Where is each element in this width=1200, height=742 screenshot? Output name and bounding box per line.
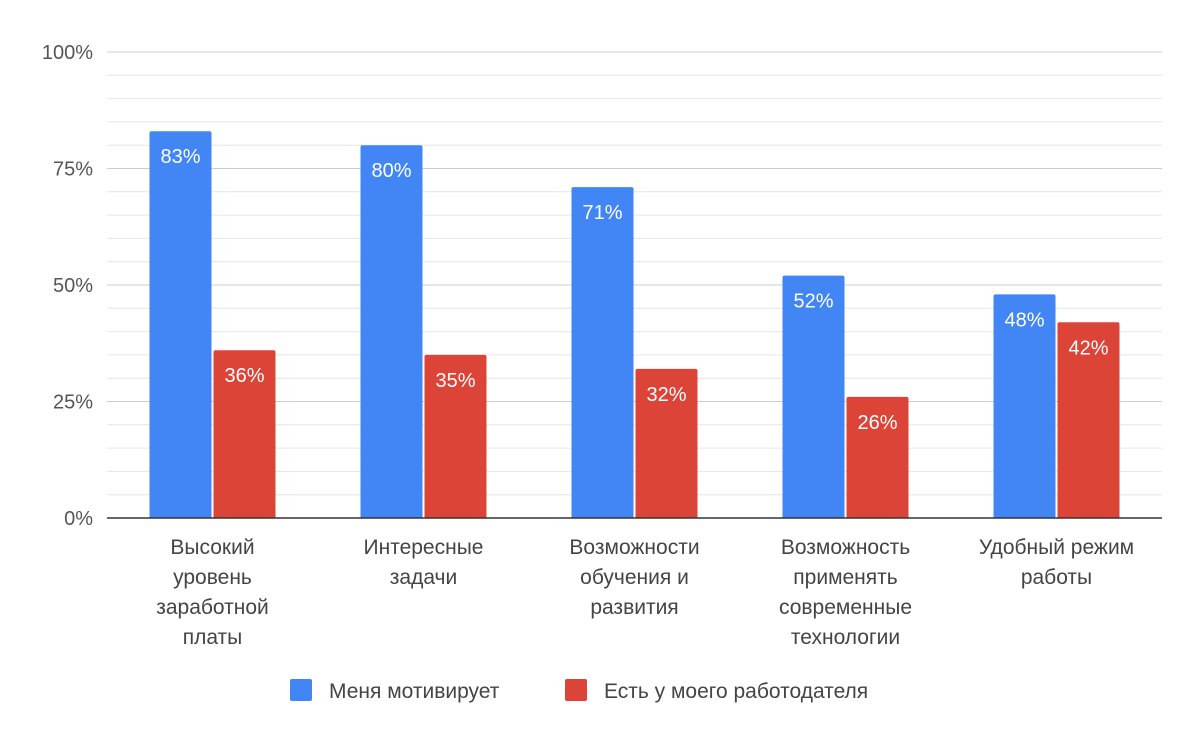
data-label: 26% [857, 412, 897, 434]
data-label: 71% [582, 202, 622, 224]
category-label: уровень [173, 566, 252, 589]
bar-employer-has [213, 350, 276, 518]
category-label: Возможность [781, 536, 910, 559]
legend: Меня мотивирует Есть у моего работодателя [290, 679, 868, 703]
data-label: 32% [646, 384, 686, 406]
category-label: Высокий [170, 536, 254, 559]
data-label: 48% [1004, 309, 1044, 331]
category-label: обучения и [580, 566, 689, 589]
legend-label: Есть у моего работодателя [604, 680, 868, 703]
gridlines [107, 51, 1162, 496]
bar-motivates [571, 187, 634, 518]
legend-label: Меня мотивирует [329, 680, 500, 703]
category-label: современные [779, 596, 912, 619]
data-label: 80% [371, 160, 411, 182]
bars: 83% 36% 80% 35% 71% 32% 52% 26% 48% 42% [149, 131, 1120, 518]
data-label: 36% [224, 365, 264, 387]
category-label: работы [1021, 566, 1092, 589]
y-tick-label: 50% [53, 275, 93, 297]
category-label: развития [590, 596, 678, 619]
category-label: заработной [156, 596, 269, 619]
bar-employer-has [635, 368, 698, 518]
category-label: задачи [390, 566, 457, 589]
bar-motivates [993, 294, 1056, 518]
bar-motivates [782, 275, 845, 518]
category-label: платы [183, 626, 243, 649]
data-label: 83% [160, 146, 200, 168]
category-label: технологии [791, 626, 900, 649]
category-label: Интересные [364, 536, 484, 559]
category-labels: Высокий уровень заработной платы Интересные з… [156, 536, 1134, 649]
bar-employer-has [1057, 322, 1120, 518]
category-label: применять [793, 566, 897, 589]
y-tick-label: 100% [42, 42, 93, 64]
legend-swatch [290, 679, 312, 701]
y-axis-ticks: 0% 25% 50% 75% 100% [42, 42, 93, 530]
bar-motivates [149, 131, 212, 518]
bar-motivates [360, 145, 423, 518]
data-label: 52% [793, 291, 833, 313]
bar-employer-has [424, 354, 487, 518]
y-tick-label: 75% [53, 159, 93, 181]
data-label: 42% [1068, 337, 1108, 359]
bar-employer-has [846, 396, 909, 518]
y-tick-label: 0% [64, 508, 93, 530]
category-label: Удобный режим [979, 536, 1134, 559]
legend-swatch [565, 679, 587, 701]
category-label: Возможности [569, 536, 699, 559]
y-tick-label: 25% [53, 392, 93, 414]
data-label: 35% [435, 370, 475, 392]
